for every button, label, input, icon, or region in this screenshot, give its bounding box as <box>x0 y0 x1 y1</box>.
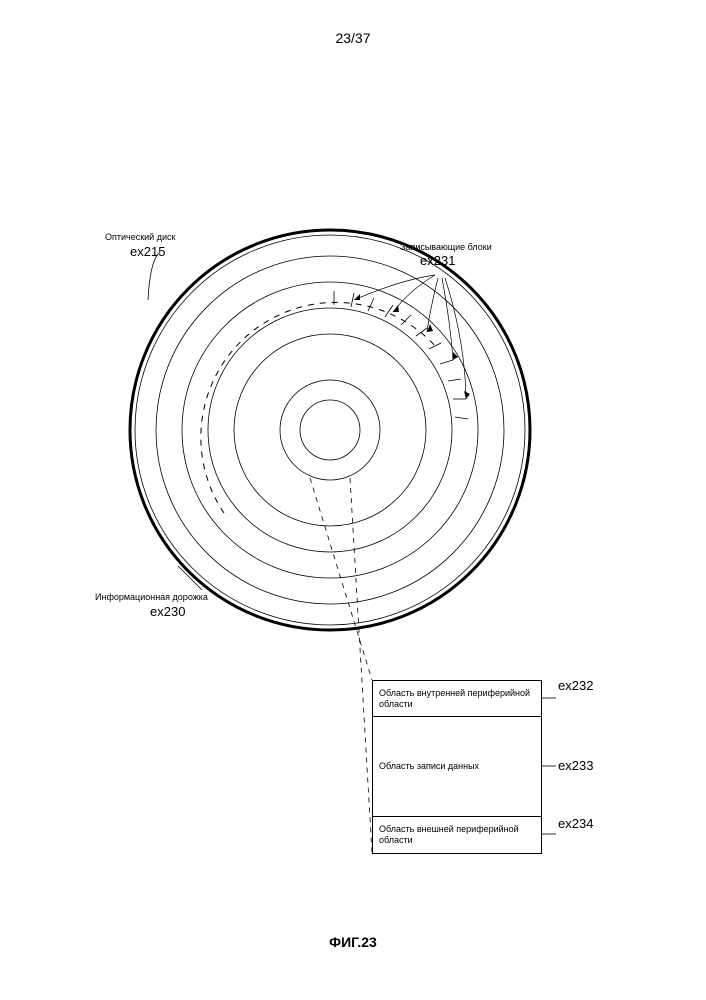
diagram-svg: Оптический диск ex215 Записывающие блоки… <box>0 0 706 1000</box>
region-row-outer-text: Область внешней периферийной области <box>379 824 541 846</box>
optical-disk-leader <box>148 252 160 300</box>
page: 23/37 <box>0 0 706 1000</box>
recording-blocks-label: Записывающие блоки <box>400 242 492 252</box>
hub-inner <box>300 400 360 460</box>
track-2 <box>182 282 478 578</box>
hub-outer <box>280 380 380 480</box>
region-row-data: Область записи данных <box>373 717 541 817</box>
disk-inner-edge <box>135 235 525 625</box>
info-track-leader <box>178 566 202 590</box>
dash-to-table-1 <box>310 478 372 680</box>
track-4 <box>234 334 426 526</box>
region-row-data-text: Область записи данных <box>379 761 479 772</box>
recording-blocks-ref: ex231 <box>420 253 455 268</box>
optical-disk-label: Оптический диск <box>105 232 175 242</box>
region-row-inner: Область внутренней периферийной области <box>373 681 541 717</box>
disk-outer-edge <box>130 230 530 630</box>
info-track-ref: ex230 <box>150 604 185 619</box>
region-row-outer: Область внешней периферийной области <box>373 817 541 853</box>
info-track-label: Информационная дорожка <box>95 592 208 602</box>
figure-caption: ФИГ.23 <box>0 934 706 950</box>
region-table: Область внутренней периферийной области … <box>372 680 542 854</box>
track-3 <box>208 308 452 552</box>
region-row-inner-text: Область внутренней периферийной области <box>379 688 541 710</box>
recording-blocks-leaders <box>354 275 466 399</box>
optical-disk-ref: ex215 <box>130 244 165 259</box>
dash-to-table-2 <box>350 478 372 852</box>
ex233-ref: ex233 <box>558 758 593 773</box>
ex232-ref: ex232 <box>558 678 593 693</box>
ex234-ref: ex234 <box>558 816 593 831</box>
